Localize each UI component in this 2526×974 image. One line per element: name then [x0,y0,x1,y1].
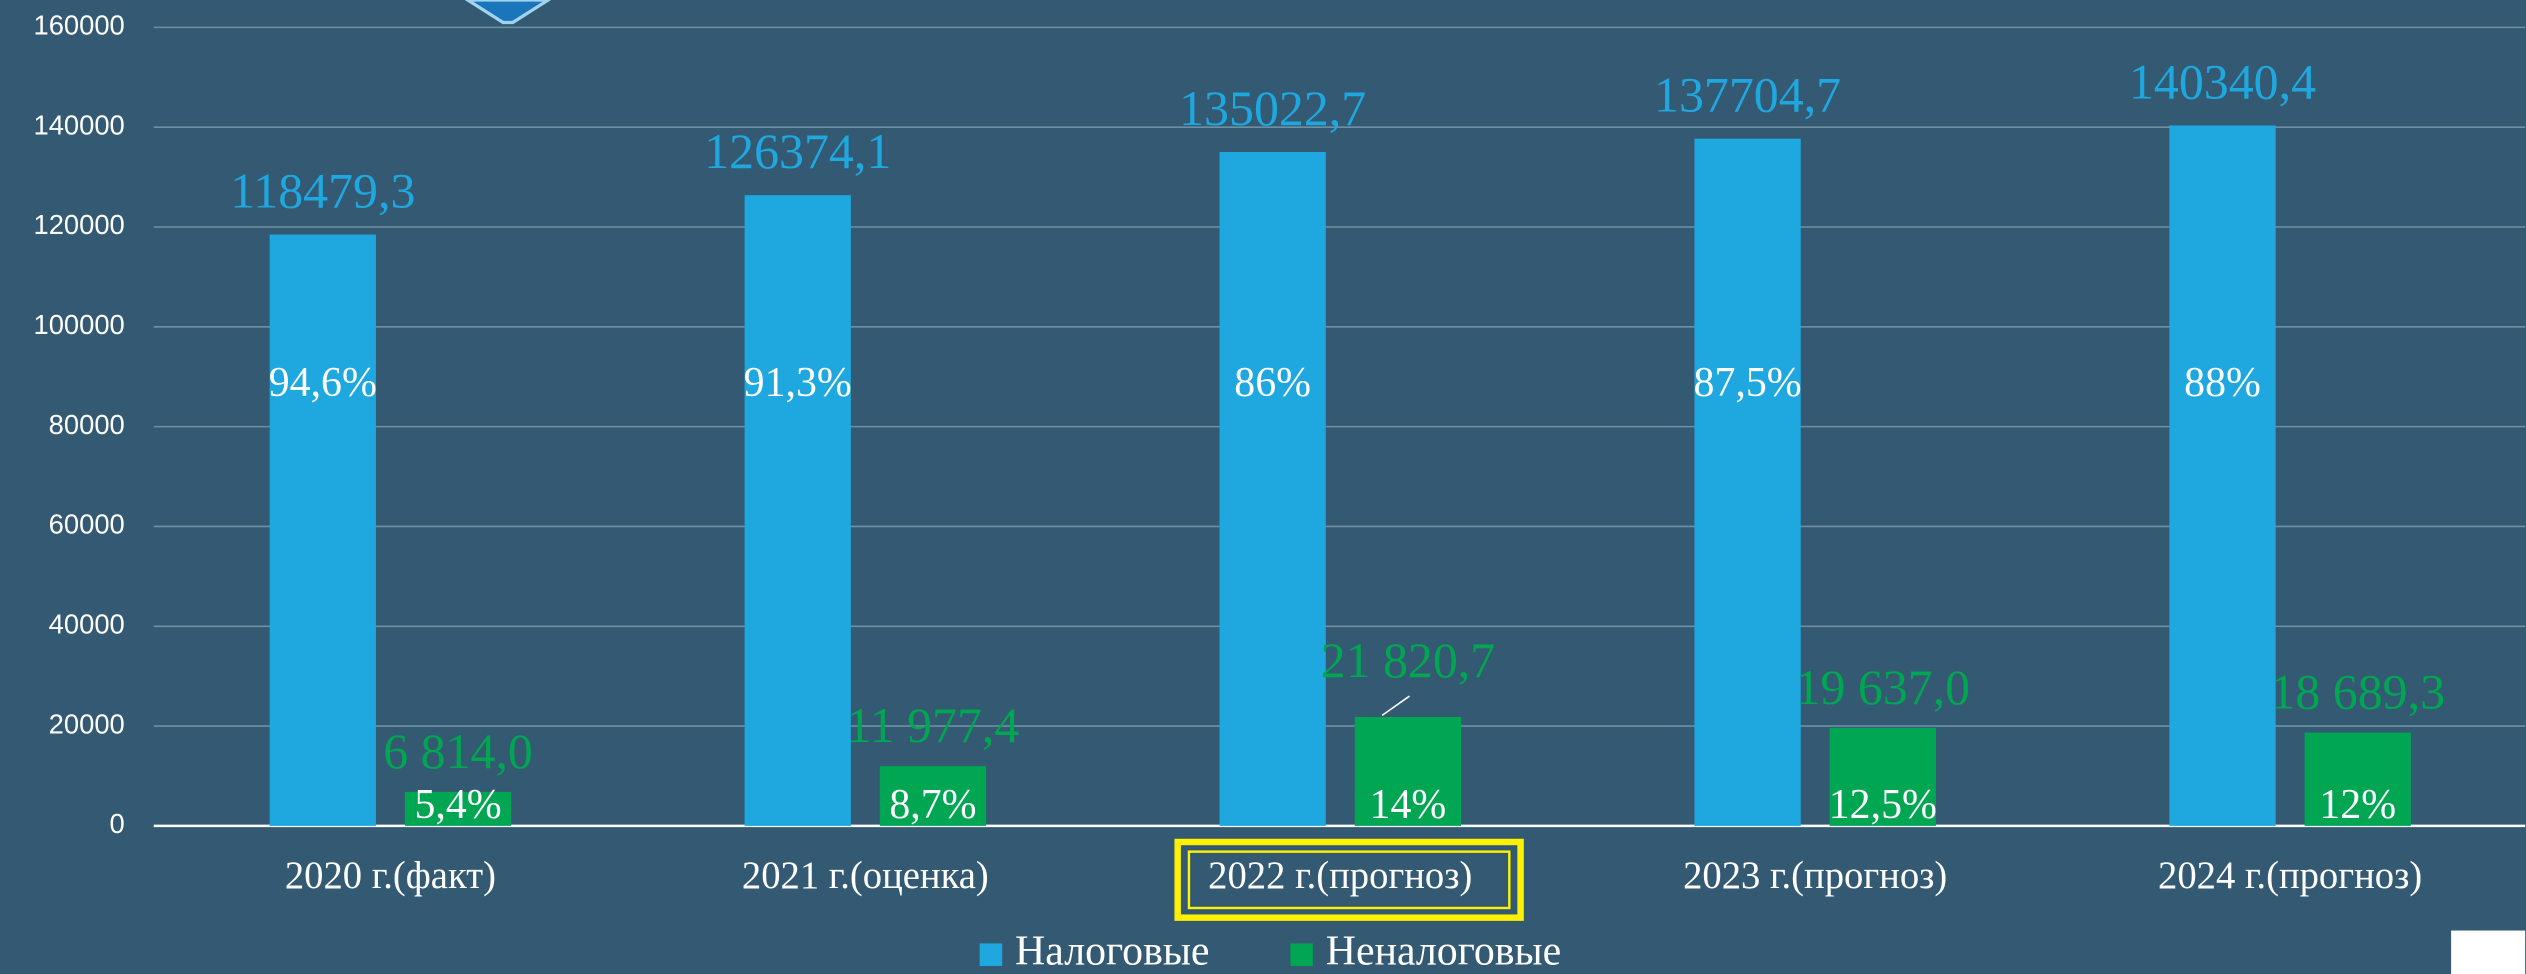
bar [404,791,512,826]
bar [1219,152,1326,826]
data-label: 19 637,0 [1796,660,1971,715]
share-label: 87,5% [1694,360,1802,406]
y-tick-label: 120000 [33,209,124,240]
y-tick-label: 100000 [33,309,124,340]
data-label: 6 814,0 [383,724,533,779]
leader-line [1381,695,1410,717]
legend-label: Налоговые [1015,928,1209,974]
highlight-box [1174,838,1524,921]
x-tick-label: 2024 г.(прогноз) [2158,855,2422,897]
share-label: 12,5% [1829,782,1937,828]
x-tick-label: 2021 г.(оценка) [742,855,989,897]
share-label: 86% [1234,360,1311,406]
y-tick-label: 140000 [33,109,124,140]
decoration [464,0,552,25]
bar [2169,125,2276,826]
y-tick-label: 40000 [49,608,125,639]
share-label: 8,7% [889,782,976,828]
highlight-box-inner [1187,850,1511,910]
bar [879,766,987,826]
share-label: 91,3% [744,360,852,406]
share-label: 14% [1370,782,1447,828]
bar [269,234,376,826]
share-label: 88% [2184,360,2261,406]
y-tick-label: 160000 [33,10,124,41]
legend-label: Неналоговые [1326,928,1561,974]
data-label: 18 689,3 [2270,665,2445,720]
y-tick-label: 60000 [49,509,125,540]
y-tick-label: 80000 [49,409,125,440]
bar [744,195,851,826]
page-number-box [2451,930,2526,974]
data-label: 11 977,4 [847,698,1020,753]
data-label: 21 820,7 [1321,633,1496,688]
data-label: 118479,3 [230,163,415,218]
x-tick-label: 2020 г.(факт) [285,855,496,897]
bar [1694,138,1801,826]
share-label: 5,4% [414,782,501,828]
data-label: 137704,7 [1654,67,1841,122]
data-label: 135022,7 [1179,81,1366,136]
y-tick-label: 20000 [49,708,125,739]
y-tick-label: 0 [110,808,125,839]
data-label: 126374,1 [704,124,891,179]
x-tick-label: 2023 г.(прогноз) [1683,855,1947,897]
bar [1354,716,1462,826]
legend-swatch [1290,943,1313,966]
bar [2304,732,2411,826]
share-label: 94,6% [269,360,377,406]
share-label: 12% [2319,782,2396,828]
data-label: 140340,4 [2129,54,2316,109]
bar [1829,727,1936,826]
x-tick-label: 2022 г.(прогноз) [1208,855,1472,897]
legend-swatch [979,943,1003,966]
